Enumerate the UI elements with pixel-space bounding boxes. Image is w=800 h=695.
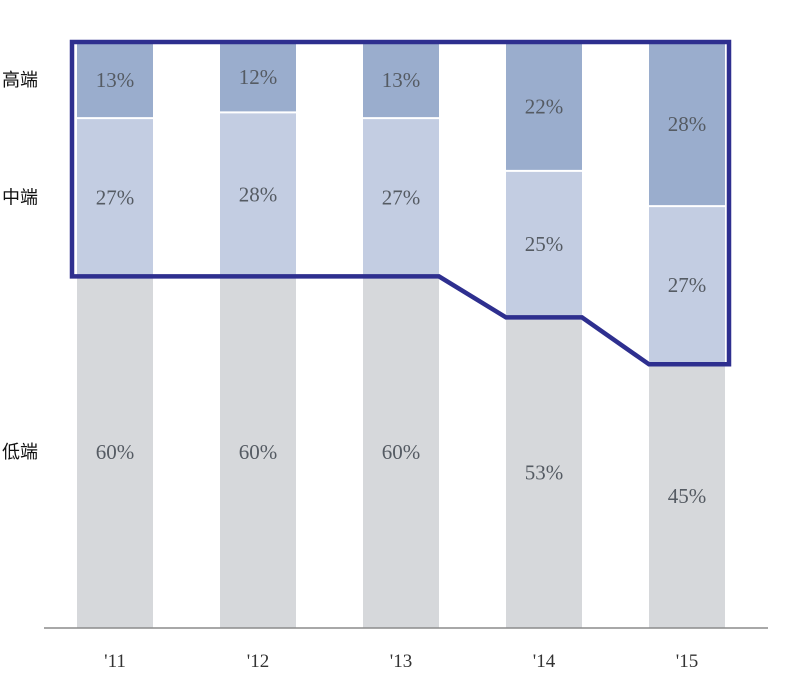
- data-label: 60%: [239, 440, 278, 464]
- series-label: 低端: [2, 442, 38, 463]
- category-label: '12: [247, 651, 269, 672]
- data-label: 27%: [96, 185, 135, 209]
- data-label: 60%: [96, 440, 135, 464]
- data-label: 60%: [382, 440, 421, 464]
- data-label: 27%: [382, 185, 421, 209]
- bar-高端-2: [363, 42, 439, 119]
- bar-低端-2: [363, 276, 439, 628]
- bar-中端-2: [363, 118, 439, 277]
- bar-中端-3: [506, 170, 582, 318]
- data-label: 22%: [525, 94, 564, 118]
- series-label: 中端: [2, 187, 38, 208]
- data-label: 53%: [525, 461, 564, 485]
- bar-高端-0: [77, 42, 153, 119]
- bar-中端-0: [77, 118, 153, 277]
- bar-中端-4: [649, 206, 725, 365]
- data-label: 13%: [96, 68, 135, 92]
- bars-group: [77, 42, 725, 628]
- data-label: 13%: [382, 68, 421, 92]
- series-label: 高端: [2, 70, 38, 91]
- data-label: 12%: [239, 65, 278, 89]
- data-label: 25%: [525, 232, 564, 256]
- category-label: '11: [104, 651, 126, 672]
- category-labels-group: '11 '12 '13 '14 '15: [104, 651, 698, 672]
- bar-低端-3: [506, 317, 582, 628]
- bar-高端-1: [220, 42, 296, 113]
- category-label: '14: [533, 651, 556, 672]
- data-label: 28%: [239, 182, 278, 206]
- segment-labels-group: 60% 27% 13% 60% 28% 12% 60% 27% 13% 53% 25% 22% 45% 2…: [96, 65, 707, 508]
- bar-低端-1: [220, 276, 296, 628]
- bar-高端-3: [506, 42, 582, 171]
- data-label: 45%: [668, 484, 707, 508]
- data-label: 28%: [668, 112, 707, 136]
- category-label: '15: [676, 651, 698, 672]
- highlight-outline: [69, 39, 732, 367]
- data-label: 27%: [668, 273, 707, 297]
- bar-中端-1: [220, 112, 296, 277]
- category-label: '13: [390, 651, 412, 672]
- bar-低端-0: [77, 276, 153, 628]
- bar-低端-4: [649, 364, 725, 628]
- bar-高端-4: [649, 42, 725, 207]
